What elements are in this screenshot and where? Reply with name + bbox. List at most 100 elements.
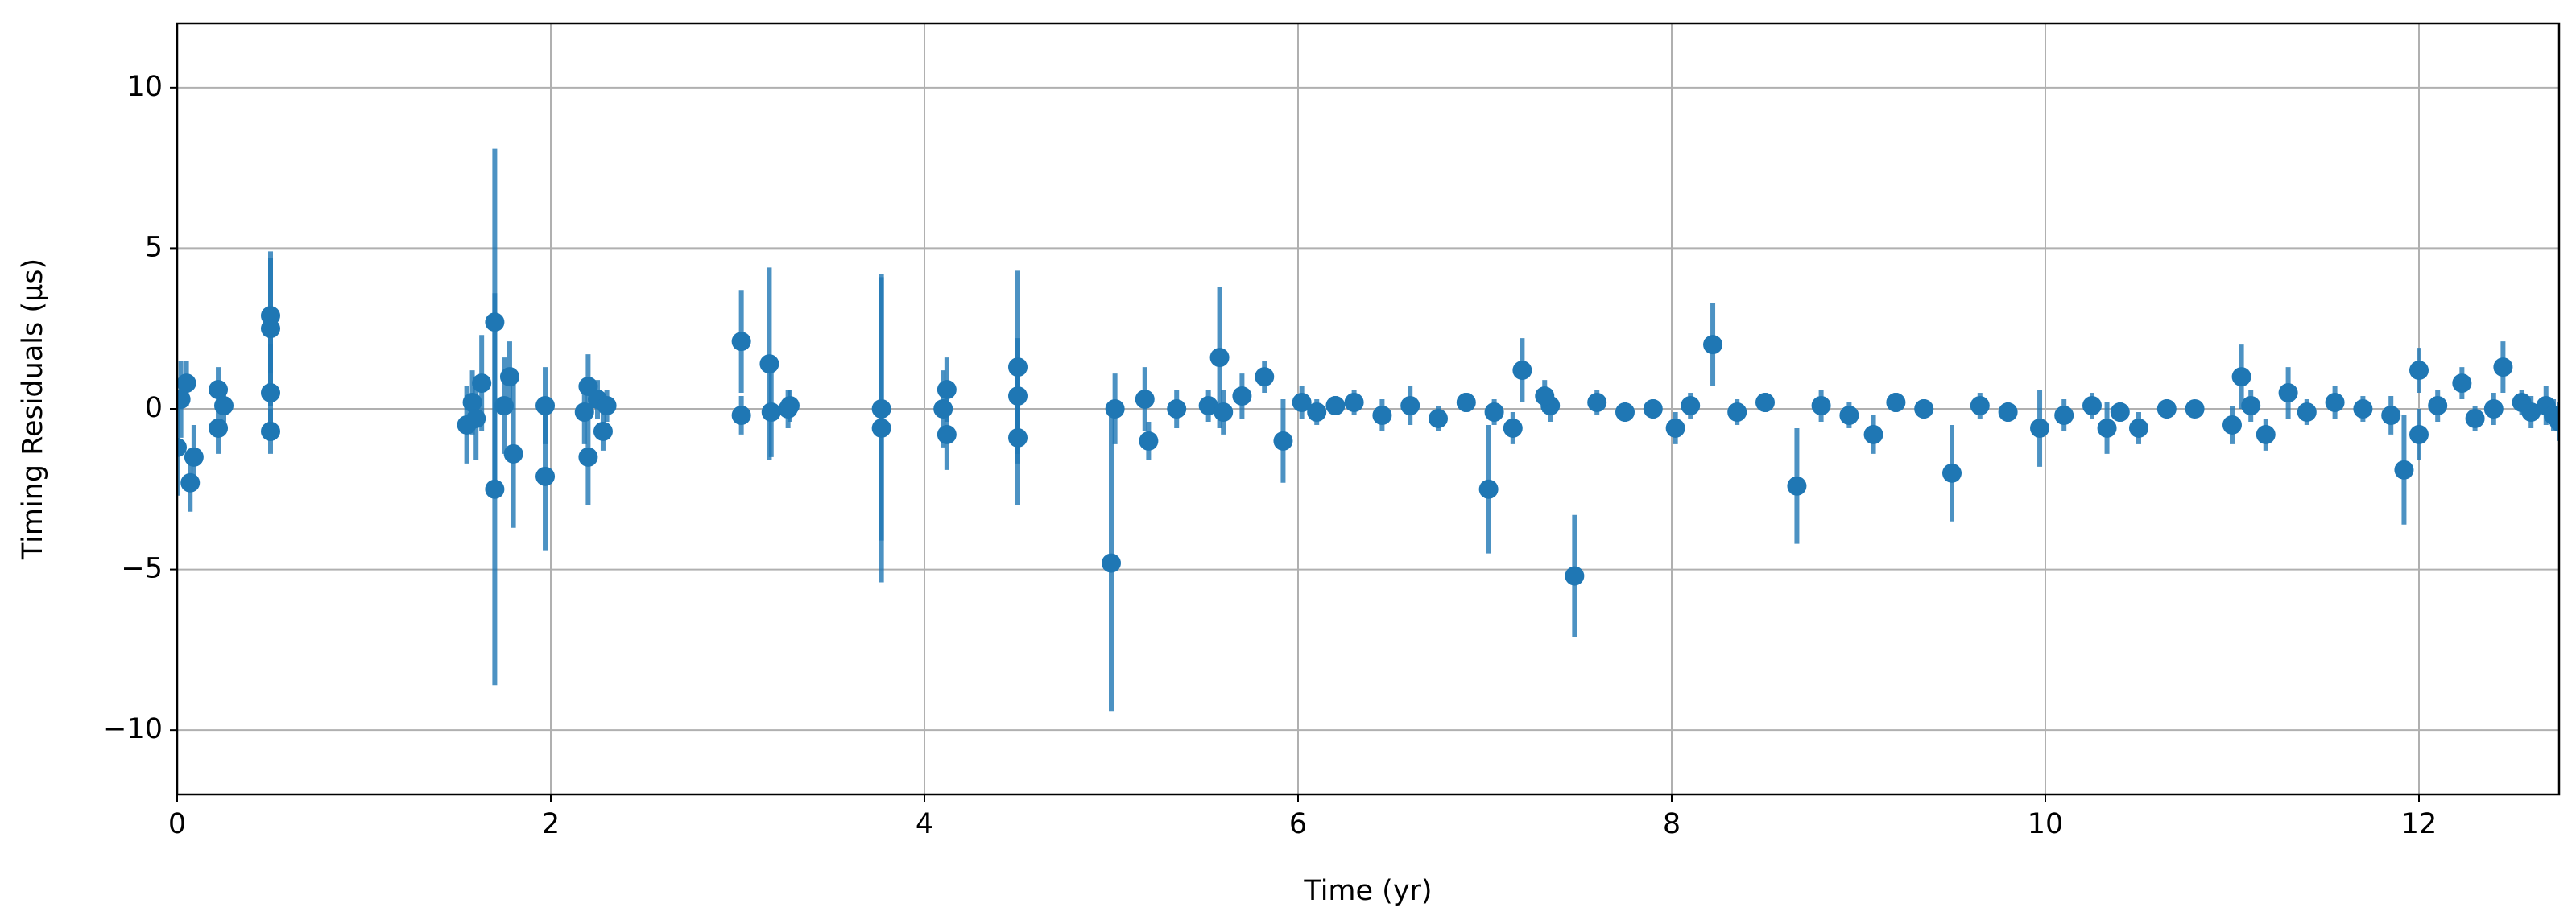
data-point bbox=[1008, 386, 1028, 406]
data-point bbox=[2241, 396, 2261, 416]
data-point bbox=[1008, 427, 1028, 448]
labels: Time (yr) Timing Residuals (μs) −10 −5 0 5 1… bbox=[17, 71, 2437, 907]
data-point bbox=[2129, 418, 2148, 438]
data-point bbox=[180, 472, 201, 493]
data-point bbox=[761, 402, 781, 422]
data-point bbox=[1643, 399, 1663, 419]
data-point bbox=[937, 424, 957, 444]
data-point bbox=[2030, 418, 2050, 438]
data-point bbox=[1914, 399, 1934, 419]
data-point bbox=[1615, 402, 1635, 422]
x-tick-label: 8 bbox=[1663, 808, 1681, 840]
data-point bbox=[485, 479, 505, 499]
data-point bbox=[1198, 396, 1218, 416]
data-point bbox=[2110, 402, 2130, 422]
data-point bbox=[1102, 553, 1121, 573]
data-point bbox=[1839, 405, 1859, 425]
data-point bbox=[1292, 393, 1312, 413]
data-point bbox=[177, 437, 187, 457]
data-point bbox=[472, 373, 492, 394]
data-point bbox=[177, 373, 196, 394]
data-point bbox=[1255, 367, 1275, 387]
data-point bbox=[2082, 396, 2102, 416]
data-point bbox=[466, 408, 486, 428]
data-point bbox=[1703, 335, 1723, 355]
data-point bbox=[1811, 396, 1831, 416]
data-point bbox=[184, 447, 204, 467]
data-point bbox=[2493, 357, 2513, 377]
data-point bbox=[261, 383, 280, 403]
data-point bbox=[1209, 348, 1230, 368]
y-tick-label: −5 bbox=[121, 553, 163, 585]
x-tick-label: 4 bbox=[916, 808, 933, 840]
data-point bbox=[1232, 386, 1252, 406]
plot-area bbox=[177, 148, 2559, 712]
data-point bbox=[494, 396, 514, 416]
data-point bbox=[1787, 476, 1807, 496]
data-point bbox=[1970, 396, 1990, 416]
x-tick-label: 10 bbox=[2028, 808, 2064, 840]
data-point bbox=[1503, 418, 1523, 438]
data-point bbox=[2521, 402, 2541, 422]
data-point bbox=[1863, 424, 1883, 444]
data-point bbox=[2222, 415, 2242, 435]
data-point bbox=[2381, 405, 2401, 425]
data-point bbox=[535, 396, 556, 416]
data-point bbox=[1565, 566, 1585, 586]
data-point bbox=[1587, 393, 1607, 413]
y-axis-label: Timing Residuals (μs) bbox=[17, 258, 49, 560]
data-point bbox=[597, 396, 617, 416]
data-point bbox=[2394, 460, 2414, 480]
data-point bbox=[2054, 405, 2074, 425]
data-point bbox=[2156, 399, 2177, 419]
x-axis-label: Time (yr) bbox=[1303, 875, 1432, 907]
y-tick-label: −10 bbox=[103, 713, 163, 745]
data-point bbox=[214, 396, 234, 416]
data-point bbox=[933, 399, 953, 419]
data-point bbox=[2297, 402, 2317, 422]
data-point bbox=[2452, 373, 2472, 394]
data-point bbox=[1307, 402, 1327, 422]
data-point bbox=[1429, 408, 1448, 428]
data-point bbox=[759, 354, 779, 374]
data-point bbox=[499, 367, 519, 387]
data-point bbox=[1273, 431, 1293, 451]
data-point bbox=[779, 396, 800, 416]
data-point bbox=[261, 421, 280, 441]
data-point bbox=[1325, 396, 1346, 416]
data-point bbox=[1372, 405, 1392, 425]
data-point bbox=[261, 319, 280, 339]
data-point bbox=[2256, 424, 2276, 444]
data-point bbox=[177, 390, 191, 410]
data-point bbox=[2231, 367, 2251, 387]
data-point bbox=[2428, 396, 2448, 416]
data-point bbox=[871, 399, 891, 419]
data-point bbox=[1512, 361, 1532, 381]
data-point bbox=[1214, 402, 1234, 422]
data-point bbox=[2409, 424, 2429, 444]
data-point bbox=[1135, 390, 1155, 410]
data-point bbox=[1139, 431, 1159, 451]
data-point bbox=[209, 380, 229, 400]
data-point bbox=[871, 418, 891, 438]
data-point bbox=[535, 466, 556, 486]
data-point bbox=[485, 312, 505, 332]
x-tick-label: 6 bbox=[1289, 808, 1307, 840]
data-point bbox=[2278, 383, 2298, 403]
data-point bbox=[2097, 418, 2117, 438]
data-point bbox=[1484, 402, 1504, 422]
data-point bbox=[1008, 357, 1028, 377]
x-tick-label: 12 bbox=[2401, 808, 2437, 840]
data-point bbox=[2544, 405, 2559, 425]
data-point bbox=[593, 421, 613, 441]
data-point bbox=[2185, 399, 2205, 419]
data-point bbox=[1400, 396, 1420, 416]
data-point bbox=[578, 447, 598, 467]
data-point bbox=[1942, 463, 1962, 483]
data-point bbox=[2483, 399, 2504, 419]
data-point bbox=[2465, 408, 2485, 428]
y-tick-label: 10 bbox=[126, 71, 163, 103]
data-point bbox=[209, 418, 229, 438]
